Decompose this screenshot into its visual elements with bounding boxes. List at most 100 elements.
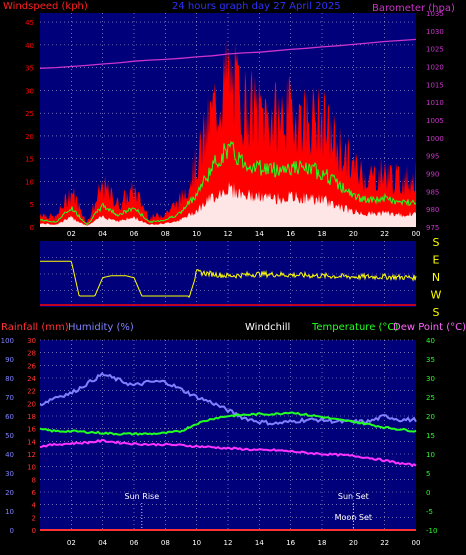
hour-tick-label: 10 xyxy=(192,539,201,547)
humidity-tick-label: 0 xyxy=(10,527,14,535)
rainfall-tick-label: 16 xyxy=(27,426,36,434)
temperature-tick-label: 40 xyxy=(426,337,435,345)
humidity-tick-label: 20 xyxy=(5,489,14,497)
temperature-tick-label: 0 xyxy=(426,489,430,497)
humidity-axis-label: Humidity (%) xyxy=(68,322,134,333)
hour-tick-label: 12 xyxy=(224,539,233,547)
humidity-tick-label: 100 xyxy=(1,337,14,345)
direction-letter: S xyxy=(433,306,440,319)
hour-tick-label: 16 xyxy=(286,230,295,238)
wind-average-line xyxy=(39,140,417,226)
humidity-tick-label: 50 xyxy=(5,432,14,440)
hour-tick-label: 02 xyxy=(67,539,76,547)
hour-tick-label: 06 xyxy=(130,539,139,547)
hour-tick-label: 18 xyxy=(318,539,327,547)
sunrise-label: Sun Rise xyxy=(125,492,160,501)
dewpoint-axis-label: Dew Point (°C) xyxy=(393,322,466,333)
direction-letter: W xyxy=(431,289,442,302)
temperature-tick-label: 15 xyxy=(426,432,435,440)
rainfall-tick-label: 0 xyxy=(32,527,36,535)
windspeed-tick-label: 35 xyxy=(25,65,34,73)
humidity-tick-label: 80 xyxy=(5,375,14,383)
hour-tick-label: 20 xyxy=(349,230,358,238)
hour-tick-label: 18 xyxy=(318,230,327,238)
windspeed-tick-label: 10 xyxy=(25,178,34,186)
wind-gust-area xyxy=(40,39,416,227)
rainfall-tick-label: 30 xyxy=(27,337,36,345)
hour-tick-label: 14 xyxy=(255,539,264,547)
humidity-tick-label: 40 xyxy=(5,451,14,459)
barometer-tick-label: 995 xyxy=(426,153,439,161)
rainfall-tick-label: 28 xyxy=(27,350,36,358)
windspeed-tick-label: 40 xyxy=(25,42,34,50)
windspeed-tick-label: 30 xyxy=(25,87,34,95)
rainfall-tick-label: 14 xyxy=(27,438,36,446)
windspeed-tick-label: 0 xyxy=(30,224,34,232)
direction-letter: N xyxy=(432,271,440,284)
barometer-tick-label: 1035 xyxy=(426,10,444,18)
barometer-tick-label: 1000 xyxy=(426,135,444,143)
hour-tick-label: 00 xyxy=(412,230,421,238)
temperature-tick-label: 5 xyxy=(426,470,430,478)
humidity-tick-label: 70 xyxy=(5,394,14,402)
hour-tick-label: 06 xyxy=(130,230,139,238)
moonset-label: Moon Set xyxy=(335,513,372,522)
rainfall-axis-label: Rainfall (mm) xyxy=(1,322,69,333)
humidity-tick-label: 60 xyxy=(5,413,14,421)
rainfall-tick-label: 22 xyxy=(27,388,36,396)
barometer-tick-label: 1025 xyxy=(426,46,444,54)
temperature-tick-label: 10 xyxy=(426,451,435,459)
barometer-tick-label: 1005 xyxy=(426,117,444,125)
temperature-tick-label: 25 xyxy=(426,394,435,402)
temperature-line xyxy=(39,411,417,436)
hour-tick-label: 10 xyxy=(192,230,201,238)
rainfall-tick-label: 6 xyxy=(32,489,37,497)
barometer-tick-label: 1030 xyxy=(426,28,444,36)
rainfall-tick-label: 20 xyxy=(27,400,36,408)
windspeed-tick-label: 25 xyxy=(25,110,34,118)
hour-tick-label: 04 xyxy=(98,539,107,547)
barometer-tick-label: 975 xyxy=(426,224,439,232)
humidity-tick-label: 30 xyxy=(5,470,14,478)
hour-tick-label: 00 xyxy=(412,539,421,547)
hour-tick-label: 12 xyxy=(224,230,233,238)
direction-letter: E xyxy=(433,254,440,267)
dewpoint-line xyxy=(39,438,417,468)
barometer-line xyxy=(39,38,417,69)
rainfall-tick-label: 26 xyxy=(27,362,36,370)
windspeed-tick-label: 15 xyxy=(25,156,34,164)
rainfall-tick-label: 4 xyxy=(32,502,37,510)
temperature-tick-label: 30 xyxy=(426,375,435,383)
temperature-tick-label: -10 xyxy=(426,527,437,535)
humidity-tick-label: 90 xyxy=(5,356,14,364)
temperature-tick-label: -5 xyxy=(426,508,433,516)
hour-tick-label: 20 xyxy=(349,539,358,547)
hour-tick-label: 08 xyxy=(161,230,170,238)
windspeed-tick-label: 5 xyxy=(30,201,34,209)
windspeed-tick-label: 45 xyxy=(25,19,34,27)
wind-direction-line xyxy=(40,260,417,299)
barometer-tick-label: 980 xyxy=(426,206,439,214)
temperature-axis-label: Temperature (°C) xyxy=(311,322,398,333)
wind-base-area xyxy=(40,181,416,227)
hour-tick-label: 22 xyxy=(380,230,389,238)
rainfall-tick-label: 2 xyxy=(32,514,36,522)
rainfall-tick-label: 10 xyxy=(27,464,36,472)
windspeed-axis-label: Windspeed (kph) xyxy=(3,1,88,12)
rainfall-tick-label: 8 xyxy=(32,476,36,484)
hour-tick-label: 04 xyxy=(98,230,107,238)
barometer-tick-label: 990 xyxy=(426,171,439,179)
hour-tick-label: 22 xyxy=(380,539,389,547)
barometer-tick-label: 1015 xyxy=(426,81,444,89)
barometer-tick-label: 1010 xyxy=(426,99,444,107)
windspeed-tick-label: 20 xyxy=(25,133,34,141)
windchill-axis-label: Windchill xyxy=(245,322,290,333)
rainfall-tick-label: 18 xyxy=(27,413,36,421)
temperature-tick-label: 35 xyxy=(426,356,435,364)
direction-letter: S xyxy=(433,236,440,249)
barometer-tick-label: 985 xyxy=(426,188,439,196)
temperature-tick-label: 20 xyxy=(426,413,435,421)
hour-tick-label: 08 xyxy=(161,539,170,547)
hour-tick-label: 16 xyxy=(286,539,295,547)
